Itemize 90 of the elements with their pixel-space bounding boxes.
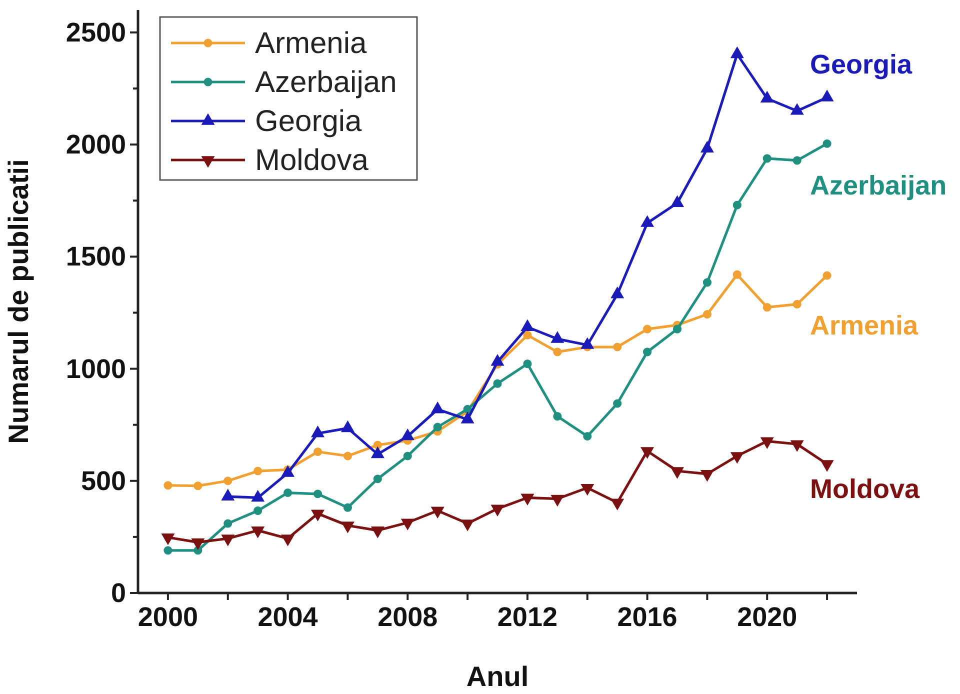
point [313,447,322,456]
point [343,452,352,460]
point [341,522,354,533]
point [162,533,174,545]
text: Azerbaijan [810,170,947,201]
point [491,504,504,516]
point [792,156,802,165]
x-tick-label: 2012 [497,602,558,632]
point [762,154,772,163]
point [822,271,832,280]
x-tick-label: 2016 [617,602,678,632]
point [640,216,654,227]
point [702,310,712,319]
point [730,452,744,464]
y-tick-label: 2500 [66,17,126,48]
point [224,519,232,528]
point [610,498,624,510]
legend-label: Azerbaijan [255,66,397,99]
point [700,470,714,482]
point [251,526,264,538]
point [343,503,352,512]
point [373,440,382,450]
point [760,91,774,102]
point [610,287,624,298]
point [254,506,262,515]
point [762,303,772,312]
point [792,300,802,308]
point [371,526,384,538]
point [164,546,172,555]
point [192,538,204,550]
text: Georgia [810,49,912,80]
point [700,141,714,152]
point [254,466,262,476]
point [551,494,564,506]
y-tick-label: 1000 [66,354,126,384]
point [194,482,202,490]
point [822,139,832,148]
point [820,460,834,472]
point [221,534,234,546]
point [672,324,682,334]
point [820,90,834,102]
point [613,342,622,352]
point [553,348,562,356]
point [523,330,532,340]
point [281,534,294,546]
point [164,481,172,490]
point [373,474,382,484]
point [790,440,804,452]
x-tick-label: 2020 [737,602,798,632]
point [521,494,534,505]
point [643,348,652,356]
point [553,412,562,421]
point [702,278,712,287]
legend-label: Armenia [255,27,368,60]
point [523,360,532,368]
y-tick-label: 500 [80,466,126,496]
text: Armenia [810,310,918,340]
point [431,506,444,518]
point [583,432,592,441]
point [613,399,622,408]
x-tick-label: 2008 [378,602,438,632]
x-axis-title: Anul [466,661,529,692]
point [461,520,474,531]
point [433,422,442,432]
point [670,196,684,207]
legend-label: Moldova [255,144,369,177]
point [313,490,322,498]
point [580,484,594,496]
point [670,467,684,478]
y-tick-label: 1500 [66,242,126,272]
point [311,510,324,521]
point [643,324,652,334]
point [401,518,414,530]
point [403,452,412,460]
x-tick-label: 2004 [258,602,318,632]
point [790,104,804,115]
point [224,476,232,486]
point [732,200,742,210]
point [493,379,502,388]
point [730,46,744,58]
point [284,488,292,498]
point [640,447,654,458]
y-tick-label: 0 [110,578,126,608]
text: Moldova [810,474,920,504]
point [760,437,774,448]
legend-label: Georgia [255,105,362,138]
y-axis-title: Numarul de publicatii [3,159,34,444]
point [732,270,742,279]
x-tick-label: 2000 [138,602,198,632]
y-tick-label: 2000 [66,130,126,160]
